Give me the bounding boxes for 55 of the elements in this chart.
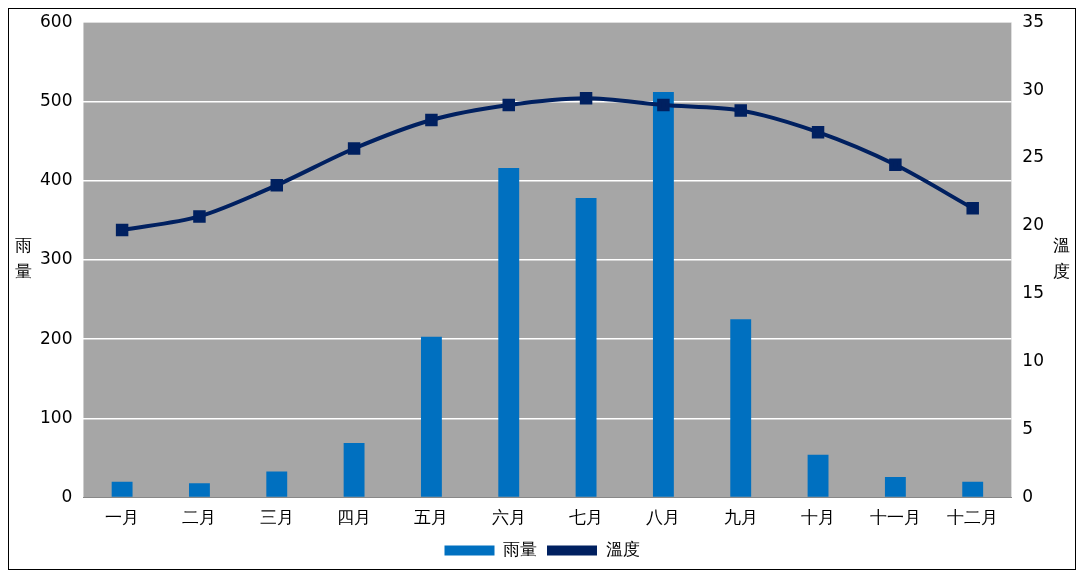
y2-tick-label: 30 [1022,78,1045,99]
bar [189,483,210,497]
x-tick-label: 八月 [646,507,681,528]
y-axis-title: 雨量 [14,235,32,282]
bar [575,198,597,497]
point [115,223,129,237]
y-tick-label: 0 [61,486,73,507]
x-tick-label: 五月 [414,507,449,528]
x-tick-label: 二月 [182,507,217,528]
point [270,178,284,192]
y-tick-label: 500 [39,89,73,110]
point [811,125,825,139]
bar [343,442,365,497]
x-tick-label: 四月 [337,507,372,528]
x-tick-label: 十一月 [869,507,921,528]
point [347,142,361,155]
y2-tick-label: 5 [1022,418,1034,439]
x-tick-label: 九月 [723,507,758,528]
bar [807,454,829,497]
y-tick-label: 300 [39,248,73,269]
y-tick-label: 100 [39,406,73,427]
y2-tick-label: 20 [1022,214,1045,235]
y2-tick-label: 35 [1022,10,1045,31]
point [889,158,902,172]
bar [266,471,288,497]
point [425,113,438,127]
x-tick-label: 三月 [259,507,294,528]
y-tick-label: 400 [39,169,73,190]
bar [730,319,752,497]
point [657,98,670,112]
y2-tick-label: 10 [1022,350,1045,371]
y-tick-label: 200 [39,327,73,348]
point [966,202,979,215]
y-tick-label: 600 [39,10,73,31]
x-tick-label: 十二月 [947,507,999,528]
x-tick-label: 十月 [801,507,836,528]
legend-label: 溫度 [605,538,640,559]
bar [962,481,984,497]
bar [884,477,906,497]
bar [111,481,133,497]
y2-axis-title: 溫度 [1052,235,1070,282]
bar [420,336,442,497]
bar [652,91,674,497]
y2-tick-label: 25 [1022,146,1045,167]
x-tick-label: 一月 [105,507,140,528]
legend-label: 雨量 [503,538,537,559]
point [579,92,593,105]
x-tick-label: 六月 [491,507,526,528]
x-tick-label: 七月 [569,507,604,528]
bar [498,167,520,497]
y2-tick-label: 0 [1022,486,1034,507]
point [193,210,206,223]
point [502,98,515,112]
y2-tick-label: 15 [1022,282,1045,303]
point [734,104,747,117]
